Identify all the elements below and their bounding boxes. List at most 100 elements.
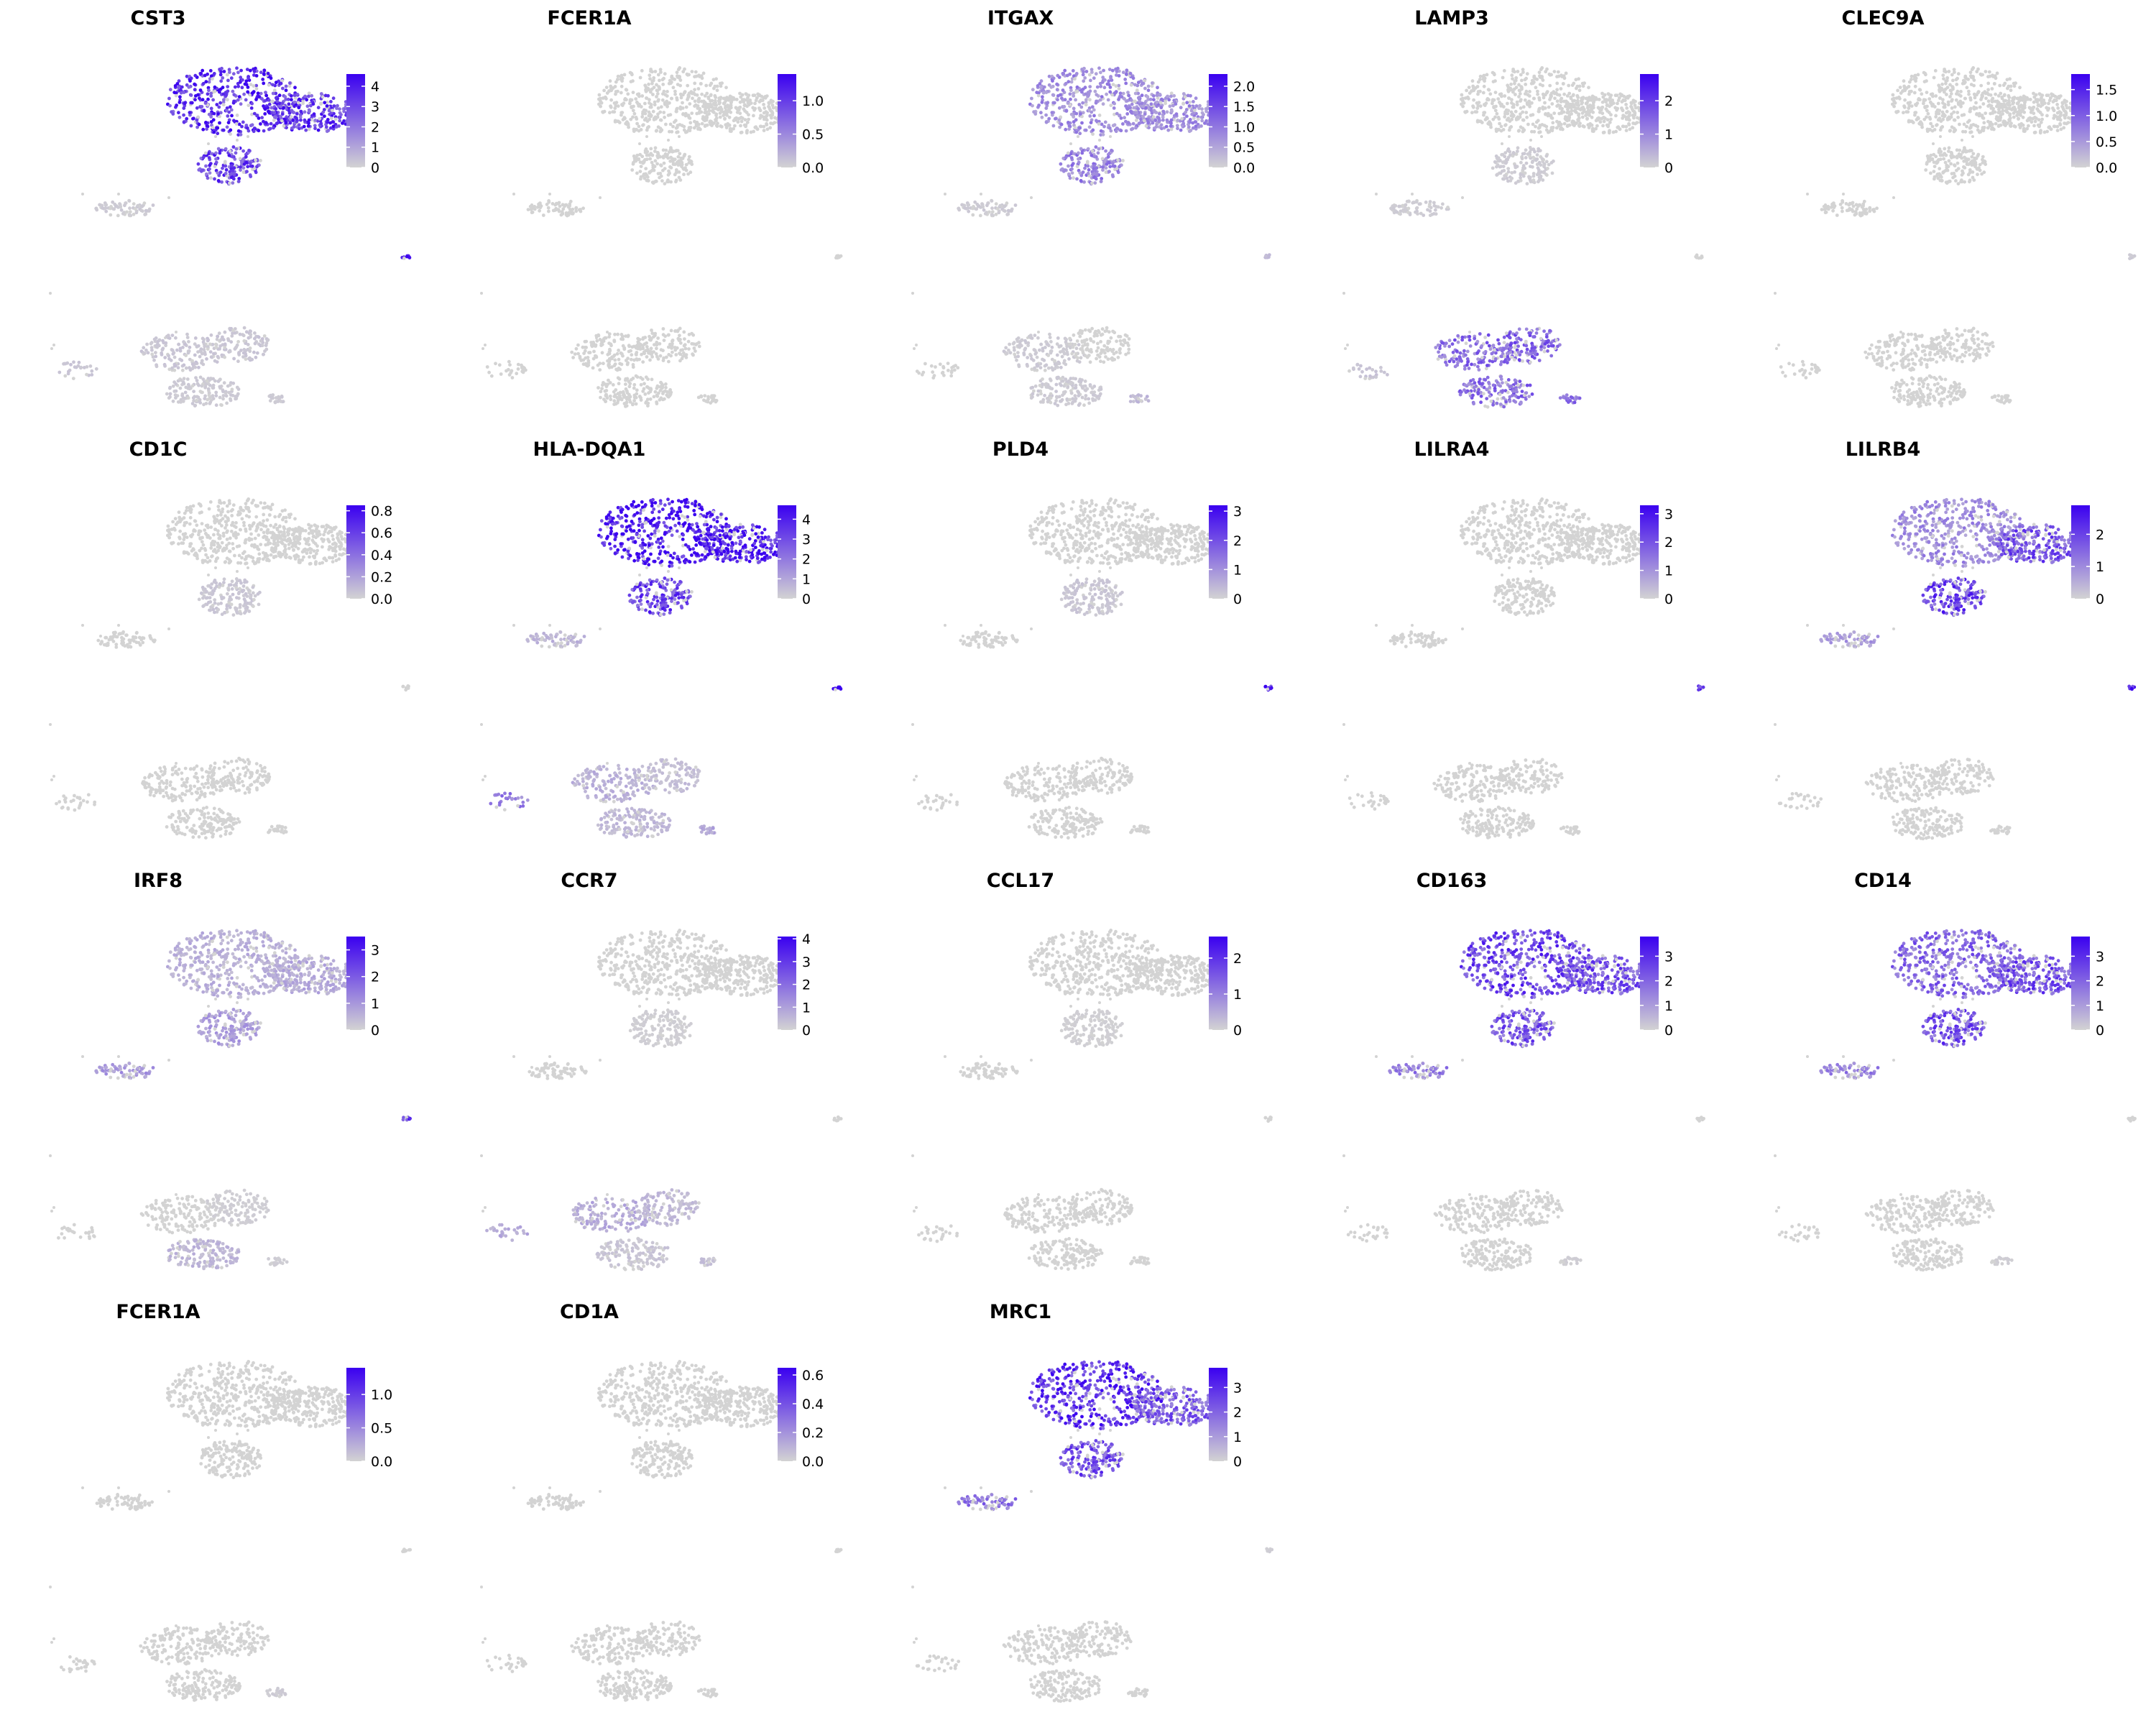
cell-point xyxy=(1044,120,1049,124)
cell-point xyxy=(1142,119,1146,123)
cell-point xyxy=(921,370,926,374)
cell-point xyxy=(608,111,612,115)
cell-point xyxy=(1057,395,1061,399)
cell-point xyxy=(202,338,206,341)
cell-point xyxy=(1063,68,1067,73)
cell-point xyxy=(1110,148,1113,152)
cell-point xyxy=(632,158,637,162)
cell-point xyxy=(626,361,630,365)
cell-point xyxy=(234,151,238,155)
cell-point xyxy=(291,119,295,122)
cell-point xyxy=(1514,109,1518,114)
cell-point xyxy=(653,115,658,119)
cell-points xyxy=(49,66,412,408)
cell-point xyxy=(1482,113,1485,117)
cell-point xyxy=(683,346,688,351)
cell-point xyxy=(1569,95,1573,99)
cell-point xyxy=(671,339,675,342)
cell-point xyxy=(1084,98,1088,102)
cell-point xyxy=(714,118,717,122)
cell-point xyxy=(1598,120,1603,124)
cell-point xyxy=(277,117,280,121)
cell-point xyxy=(1503,155,1507,159)
cell-point xyxy=(1529,139,1532,142)
cell-point xyxy=(121,211,125,216)
cell-point xyxy=(128,210,132,214)
cell-point xyxy=(1124,352,1128,356)
cell-point xyxy=(228,70,231,74)
cell-point xyxy=(142,351,147,356)
cell-point xyxy=(656,125,660,129)
cell-point xyxy=(1555,119,1559,124)
colorbar-legend: 0.00.51.01.52.0 xyxy=(1209,74,1255,176)
cell-point xyxy=(1631,121,1635,125)
cell-point xyxy=(760,98,765,103)
cell-point xyxy=(632,111,637,116)
umap-panel: ITGAX 0.0 0.5 1.0 1.5 2.0 xyxy=(862,0,1294,431)
cell-point xyxy=(1503,151,1508,155)
cell-point xyxy=(287,102,291,106)
cell-point xyxy=(1199,115,1204,119)
cell-point xyxy=(1087,109,1091,113)
cell-point xyxy=(178,101,182,104)
cell-point xyxy=(1159,106,1164,110)
cell-point xyxy=(600,351,604,355)
cell-point xyxy=(337,124,341,128)
cell-point xyxy=(1097,355,1102,359)
cell-point xyxy=(1194,126,1198,131)
cell-point xyxy=(1529,165,1532,169)
cell-point xyxy=(167,196,170,199)
cell-point xyxy=(1064,402,1068,407)
cell-point xyxy=(1461,96,1465,101)
cell-point xyxy=(193,336,198,340)
cell-point xyxy=(1136,80,1141,85)
cell-point xyxy=(1106,357,1110,362)
cell-point xyxy=(990,206,994,211)
cell-point xyxy=(224,391,228,395)
cell-point xyxy=(1151,115,1156,119)
cell-point xyxy=(1608,120,1612,124)
cell-point xyxy=(174,396,178,400)
cell-point xyxy=(558,204,562,208)
cell-point xyxy=(614,388,618,392)
cell-point xyxy=(1084,70,1089,73)
cell-point xyxy=(254,158,257,162)
cell-point xyxy=(144,208,148,213)
cell-point xyxy=(215,337,219,341)
cell-point xyxy=(1026,364,1029,368)
cell-point xyxy=(1037,104,1041,107)
cell-point xyxy=(765,123,769,127)
cell-point xyxy=(239,132,243,137)
cell-point xyxy=(214,390,218,395)
cell-point xyxy=(185,116,189,121)
cell-point xyxy=(1634,106,1638,110)
cell-point xyxy=(1069,382,1073,386)
cell-point xyxy=(1124,119,1128,124)
cell-point xyxy=(402,257,406,260)
cell-point xyxy=(325,104,329,108)
cell-point xyxy=(1079,173,1084,178)
cell-point xyxy=(613,393,617,397)
cell-point xyxy=(1092,390,1097,394)
cell-point xyxy=(643,149,648,153)
cell-point xyxy=(743,109,747,113)
cell-point xyxy=(1059,122,1064,126)
cell-point xyxy=(1503,94,1507,98)
cell-point xyxy=(1070,171,1074,175)
cell-point xyxy=(1066,151,1070,155)
cell-point xyxy=(1635,121,1639,125)
cell-point xyxy=(1141,81,1146,86)
cell-point xyxy=(1091,128,1095,132)
cell-point xyxy=(738,100,742,104)
cell-point xyxy=(171,112,175,116)
cell-point xyxy=(136,203,140,208)
cell-point xyxy=(1067,127,1071,131)
cell-point xyxy=(1579,108,1583,112)
cell-point xyxy=(1558,104,1562,108)
cell-point xyxy=(236,70,240,75)
cell-point xyxy=(642,387,646,391)
cell-point xyxy=(1537,126,1541,130)
cell-point xyxy=(941,366,946,370)
cell-point xyxy=(216,334,219,339)
cell-point xyxy=(284,97,288,101)
